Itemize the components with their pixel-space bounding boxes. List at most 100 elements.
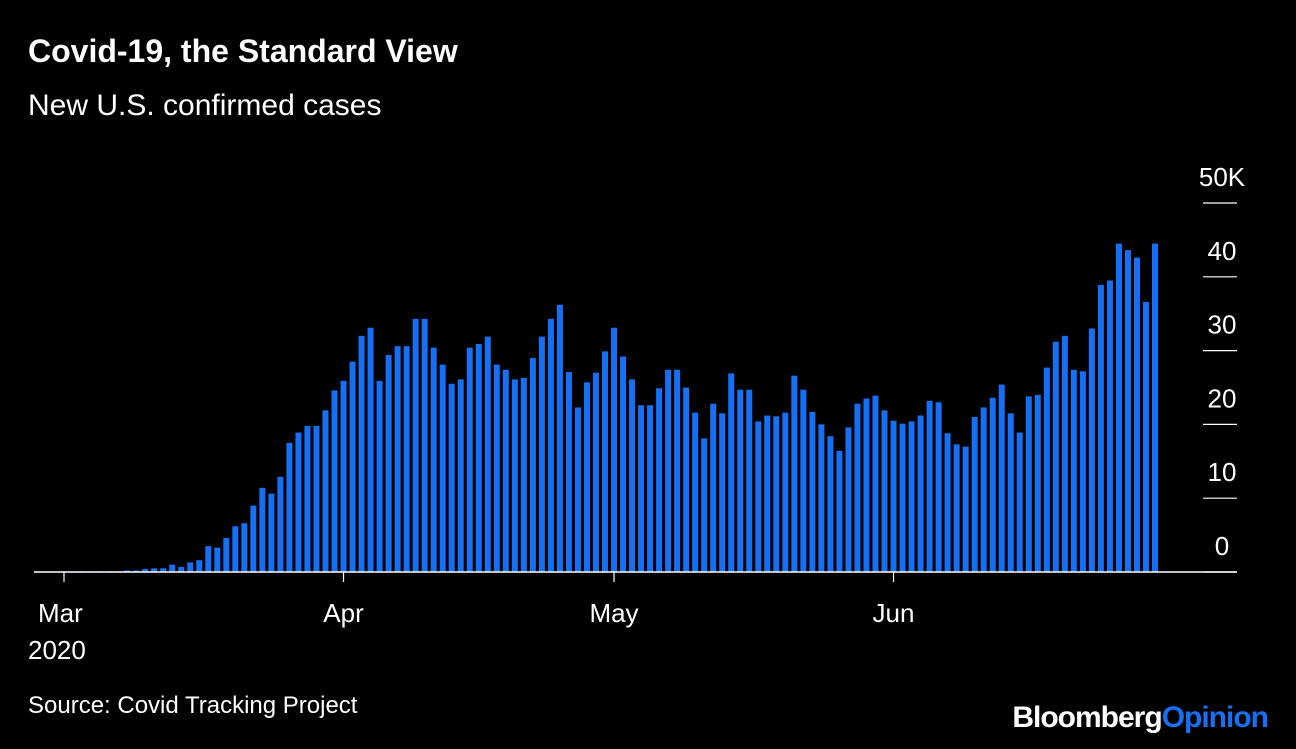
source: Source: Covid Tracking Project bbox=[28, 692, 358, 719]
x-tick-label: Apr bbox=[323, 598, 364, 628]
bar bbox=[340, 380, 347, 572]
bar bbox=[394, 346, 401, 572]
bar bbox=[1034, 394, 1041, 572]
bar bbox=[1025, 396, 1032, 572]
bar bbox=[601, 351, 608, 572]
bar bbox=[818, 424, 825, 572]
bar bbox=[728, 373, 735, 572]
bar bbox=[547, 318, 554, 572]
bar bbox=[854, 403, 861, 572]
bar bbox=[250, 505, 257, 572]
x-tick-label: May bbox=[589, 598, 638, 628]
bar bbox=[475, 343, 482, 572]
bar bbox=[908, 421, 915, 572]
bar bbox=[773, 416, 780, 572]
bar bbox=[755, 421, 762, 572]
bar bbox=[583, 382, 590, 572]
bar bbox=[1152, 243, 1158, 572]
bar bbox=[926, 400, 933, 572]
bar bbox=[674, 369, 681, 572]
bar bbox=[611, 327, 618, 572]
bar bbox=[430, 347, 437, 572]
bar bbox=[295, 432, 302, 572]
bar bbox=[214, 547, 221, 572]
bar bbox=[367, 327, 374, 572]
bar bbox=[493, 364, 500, 572]
bar bbox=[403, 346, 410, 572]
bar bbox=[592, 372, 599, 572]
bar bbox=[1043, 367, 1050, 572]
bar bbox=[836, 450, 843, 572]
bar bbox=[574, 407, 581, 572]
bar bbox=[971, 417, 978, 572]
bar bbox=[737, 389, 744, 572]
bar bbox=[1115, 243, 1122, 572]
bar bbox=[268, 493, 275, 572]
bar bbox=[169, 564, 176, 572]
bar bbox=[232, 526, 239, 572]
bar bbox=[629, 379, 636, 572]
bar bbox=[620, 356, 627, 572]
bar bbox=[241, 523, 248, 572]
bar bbox=[349, 361, 356, 572]
bar bbox=[998, 384, 1005, 572]
bar bbox=[160, 568, 167, 572]
bar bbox=[322, 410, 329, 572]
bar bbox=[764, 415, 771, 572]
bar bbox=[448, 383, 455, 572]
bar bbox=[782, 412, 789, 572]
y-tick-label: 0 bbox=[1215, 531, 1229, 561]
chart-title: Covid-19, the Standard View bbox=[28, 33, 458, 69]
bar bbox=[845, 427, 852, 572]
y-tick-label: 10 bbox=[1208, 457, 1237, 487]
bar bbox=[1124, 250, 1131, 572]
bar bbox=[223, 538, 230, 572]
bar bbox=[331, 390, 338, 572]
bar bbox=[953, 444, 960, 572]
brand: BloombergOpinion bbox=[1012, 701, 1268, 734]
bar bbox=[980, 407, 987, 572]
bar bbox=[647, 405, 654, 572]
bar bbox=[565, 372, 572, 572]
bar bbox=[890, 420, 897, 572]
bar bbox=[665, 369, 672, 572]
bar bbox=[872, 395, 879, 572]
bar bbox=[556, 304, 563, 572]
bar bbox=[412, 318, 419, 572]
bar bbox=[205, 546, 212, 572]
bar bbox=[502, 369, 509, 572]
x-tick-label: Mar bbox=[38, 598, 83, 628]
bar bbox=[692, 412, 699, 572]
bar bbox=[520, 377, 527, 572]
bar bbox=[683, 387, 690, 572]
chart-subtitle: New U.S. confirmed cases bbox=[28, 89, 381, 122]
bar bbox=[151, 568, 158, 572]
bar bbox=[439, 364, 446, 572]
y-tick-label: 50K bbox=[1199, 162, 1246, 192]
bar bbox=[935, 402, 942, 572]
bar bbox=[899, 423, 906, 572]
bar bbox=[304, 425, 311, 572]
bar bbox=[791, 375, 798, 572]
y-tick-label: 40 bbox=[1208, 236, 1237, 266]
bar bbox=[1079, 371, 1086, 572]
bar bbox=[358, 335, 365, 572]
bar bbox=[313, 425, 320, 572]
bar bbox=[196, 560, 203, 572]
bar bbox=[1088, 328, 1095, 572]
bar bbox=[1061, 335, 1068, 572]
brand-suffix: Opinion bbox=[1162, 701, 1268, 734]
bar bbox=[1133, 257, 1140, 572]
bar bbox=[827, 436, 834, 572]
bar bbox=[1106, 280, 1113, 572]
bar bbox=[286, 442, 293, 572]
bar bbox=[989, 397, 996, 572]
bar bbox=[1070, 369, 1077, 572]
bar bbox=[710, 403, 717, 572]
bar bbox=[1052, 341, 1059, 572]
bar bbox=[881, 410, 888, 572]
bar bbox=[457, 379, 464, 572]
brand-name: Bloomberg bbox=[1012, 701, 1161, 734]
